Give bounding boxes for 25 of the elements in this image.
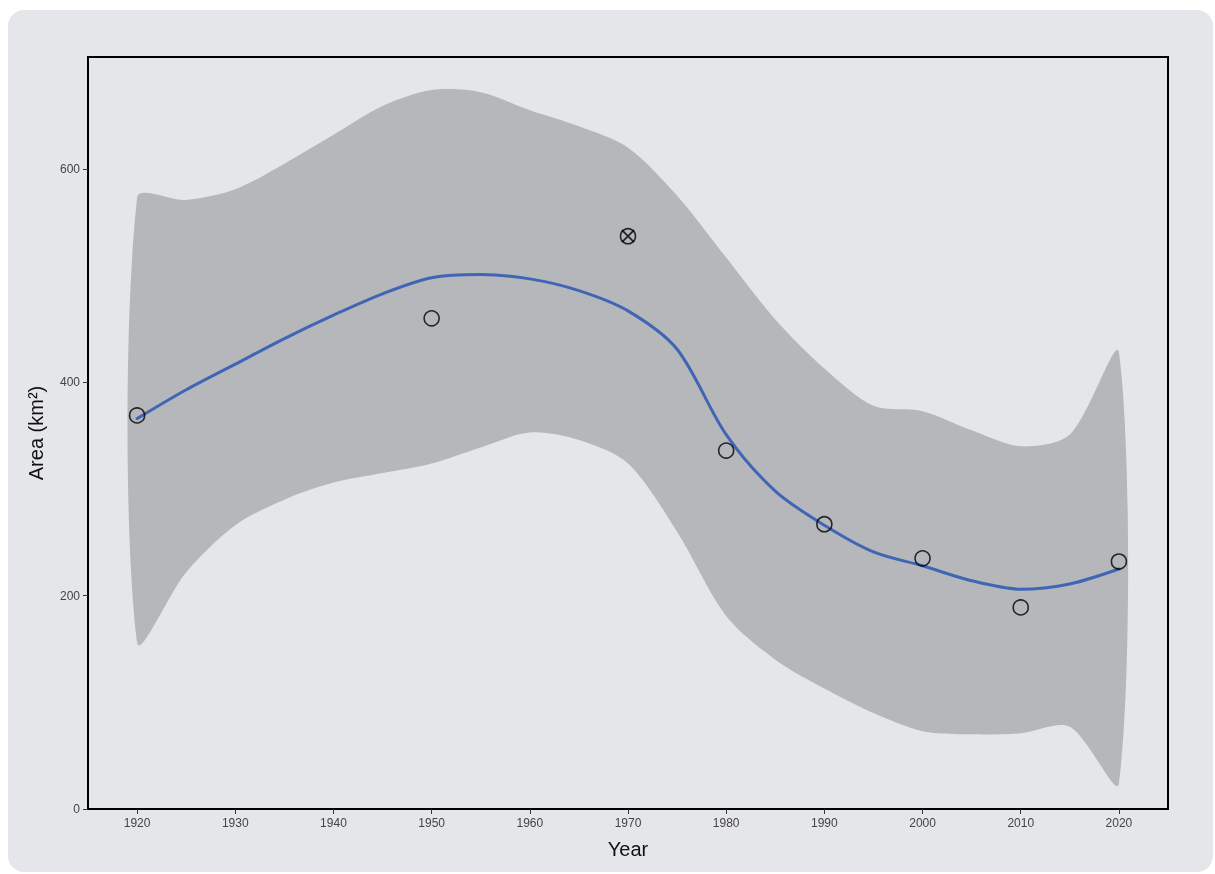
- x-tick-label: 1920: [123, 816, 151, 830]
- point: [1012, 599, 1030, 616]
- y-tick-label: 0: [73, 802, 81, 816]
- x-tick-label: 2000: [909, 816, 937, 830]
- y-tick-label: 600: [59, 162, 81, 176]
- x-tick-label: 2020: [1105, 816, 1133, 830]
- line-series: [135, 273, 1121, 591]
- x-tick-label: 1940: [320, 816, 348, 830]
- point: [1110, 553, 1128, 570]
- point: [914, 550, 931, 567]
- x-tick-label: 2010: [1007, 816, 1035, 830]
- point: [423, 310, 440, 327]
- y-axis-title: Area (km²): [25, 385, 47, 481]
- point: [717, 442, 735, 459]
- point: [816, 515, 833, 533]
- y-tick-label: 400: [59, 375, 81, 390]
- x-axis-title: Year: [607, 838, 649, 860]
- point: [128, 407, 146, 424]
- x-tick-label: 1960: [516, 816, 544, 830]
- x-tick-label: 1930: [221, 816, 249, 830]
- x-tick-label: 1990: [811, 816, 839, 830]
- x-tick-label: 1970: [614, 816, 642, 830]
- x-tick-label: 1980: [712, 816, 740, 830]
- y-tick-label: 200: [59, 588, 81, 603]
- x-tick-label: 1950: [418, 816, 446, 830]
